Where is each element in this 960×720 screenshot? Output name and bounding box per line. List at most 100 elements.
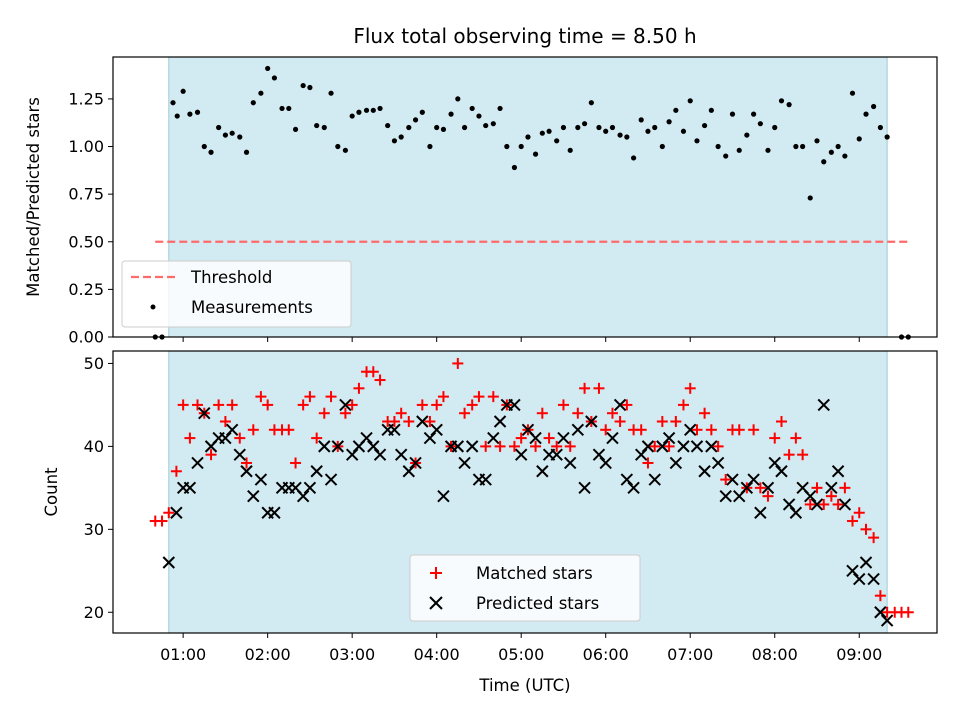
- predicted-star-point: [705, 440, 718, 453]
- measurement-point: [174, 113, 180, 119]
- bottom-x-ticks: 01:00 02:00 03:00 04:00 05:00 06:00 07:00 08:00…: [160, 633, 882, 664]
- bottom-y-tick-label: 20: [84, 603, 104, 622]
- predicted-stars-series: [162, 398, 894, 627]
- matched-star-point: [262, 399, 274, 411]
- measurement-point: [884, 134, 890, 140]
- predicted-star-point: [324, 473, 338, 486]
- predicted-star-point: [303, 481, 317, 495]
- chart-title: Flux total observing time = 8.50 h: [353, 24, 696, 48]
- top-y-tick-label: 0.25: [68, 280, 104, 299]
- predicted-star-point: [318, 440, 331, 453]
- predicted-star-point: [846, 564, 859, 578]
- x-axis-label: Time (UTC): [478, 676, 570, 695]
- measurements-legend-label: Measurements: [191, 298, 313, 317]
- matched-star-point: [452, 357, 464, 369]
- matched-star-point: [699, 407, 711, 419]
- measurement-point: [736, 147, 742, 153]
- matched-star-point: [213, 399, 225, 411]
- x-tick-label: 03:00: [329, 645, 375, 664]
- predicted-star-point: [550, 448, 563, 461]
- measurement-point: [666, 119, 672, 125]
- matched-star-point: [663, 440, 675, 452]
- x-tick-label: 07:00: [667, 645, 713, 664]
- measurement-point: [349, 113, 355, 119]
- measurement-point: [609, 124, 616, 131]
- x-tick-label: 01:00: [160, 645, 206, 664]
- predicted-star-point: [339, 398, 352, 412]
- measurement-point: [490, 121, 496, 127]
- predicted-star-point: [225, 423, 239, 437]
- matched-star-point: [621, 399, 633, 411]
- predicted-star-point: [571, 423, 585, 437]
- matched-star-point: [825, 490, 837, 502]
- matched-star-point: [712, 440, 724, 452]
- bottom-y-axis-label: Count: [42, 467, 61, 517]
- predicted-star-point: [711, 456, 725, 470]
- measurement-point: [216, 124, 222, 131]
- matched-star-point: [543, 432, 555, 444]
- matched-star-point: [283, 424, 295, 436]
- matched-star-point: [205, 449, 217, 461]
- predicted-star-point: [423, 431, 437, 445]
- matched-star-point: [564, 440, 576, 452]
- measurement-point: [828, 149, 834, 155]
- predicted-star-point: [719, 489, 732, 503]
- predicted-star-point: [684, 423, 697, 437]
- predicted-star-point: [592, 448, 606, 461]
- matched-star-point: [437, 391, 449, 403]
- measurement-point: [835, 143, 841, 150]
- predicted-star-point: [782, 498, 796, 511]
- predicted-star-point: [331, 440, 345, 453]
- matched-star-point: [600, 424, 612, 436]
- matched-star-point: [374, 374, 386, 386]
- predicted-star-point: [416, 415, 429, 428]
- predicted-star-point: [831, 465, 845, 478]
- predicted-star-point: [514, 448, 528, 461]
- measurement-point: [539, 130, 545, 136]
- matched-star-point: [247, 424, 259, 436]
- measurement-point: [385, 122, 391, 129]
- measurement-point: [624, 134, 630, 140]
- predicted-star-point: [648, 473, 661, 486]
- measurement-point: [170, 100, 176, 106]
- matched-star-point: [593, 382, 605, 394]
- measurement-point: [222, 132, 229, 138]
- measurement-point: [652, 124, 658, 131]
- measurement-point: [504, 143, 510, 150]
- matched-star-point: [790, 432, 802, 444]
- measurement-point: [581, 121, 588, 127]
- matched-star-point: [775, 416, 787, 427]
- predicted-star-point: [479, 473, 492, 486]
- matched-star-point: [691, 424, 703, 436]
- bottom-axes-frame: [112, 350, 938, 634]
- measurement-point: [363, 107, 370, 113]
- measurement-point: [645, 128, 651, 134]
- measurement-point: [863, 111, 869, 117]
- matched-star-point: [192, 399, 204, 411]
- predicted-star-point: [825, 481, 838, 495]
- matched-star-point: [684, 382, 696, 394]
- measurement-point: [532, 151, 539, 157]
- predicted-star-point: [465, 440, 479, 453]
- bottom-y-tick-label: 50: [84, 354, 104, 373]
- measurement-point: [279, 105, 285, 112]
- top-x-ticks: [182, 337, 860, 342]
- predicted-star-point: [388, 423, 401, 437]
- predicted-star-point: [373, 448, 387, 461]
- measurement-point: [448, 111, 454, 117]
- matched-star-point: [311, 432, 323, 444]
- top-y-tick-label: 1.00: [68, 137, 104, 156]
- predicted-star-point: [240, 465, 253, 478]
- matched-star-point: [226, 399, 238, 411]
- matched-star-point: [839, 482, 851, 494]
- predicted-star-point: [247, 489, 260, 503]
- x-tick-label: 05:00: [498, 645, 544, 664]
- measurement-point: [237, 134, 243, 140]
- bottom-y-tick-label: 40: [84, 437, 104, 456]
- measurement-point: [715, 143, 721, 150]
- measurements-legend-swatch: [150, 304, 156, 310]
- measurement-point: [723, 153, 729, 159]
- measurement-point: [772, 124, 778, 131]
- matched-star-point: [234, 432, 246, 444]
- measurement-point: [300, 82, 306, 89]
